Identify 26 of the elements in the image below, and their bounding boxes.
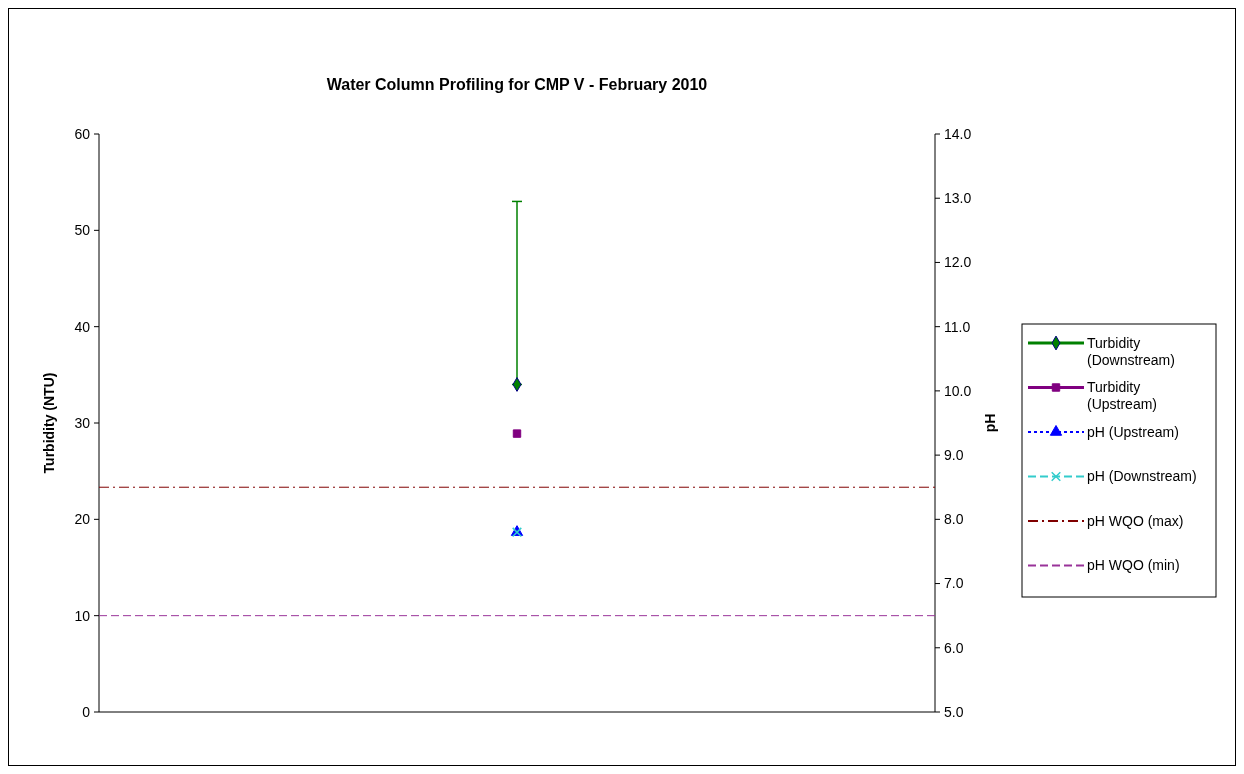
y2-axis-title: pH xyxy=(982,413,998,433)
y2-tick-label: 9.0 xyxy=(944,447,964,464)
y2-tick-label: 6.0 xyxy=(944,639,964,656)
legend-label: pH WQO (max) xyxy=(1087,512,1184,529)
y2-tick-label: 13.0 xyxy=(944,190,972,207)
y2-tick-label: 8.0 xyxy=(944,511,964,528)
y2-tick-label: 12.0 xyxy=(944,254,972,271)
y2-tick-label: 10.0 xyxy=(944,382,972,399)
y-tick-label: 50 xyxy=(74,222,91,239)
y-tick-label: 10 xyxy=(74,607,91,624)
y-tick-label: 60 xyxy=(74,125,91,142)
y-tick-label: 20 xyxy=(74,511,91,528)
y-tick-label: 30 xyxy=(74,414,91,431)
chart-title: Water Column Profiling for CMP V - February 2010 xyxy=(326,76,708,93)
legend-label: pH WQO (min) xyxy=(1087,557,1180,574)
y2-tick-label: 5.0 xyxy=(944,703,964,720)
legend-label: pH (Downstream) xyxy=(1087,468,1197,485)
y2-tick-label: 11.0 xyxy=(944,318,971,335)
legend-label: pH (Upstream) xyxy=(1087,423,1179,440)
y-axis-title: Turbidity (NTU) xyxy=(41,372,57,474)
y-tick-label: 0 xyxy=(82,703,91,720)
legend-label: Turbidity (Upstream) xyxy=(1087,379,1158,413)
y-tick-label: 40 xyxy=(74,318,91,335)
y2-tick-label: 7.0 xyxy=(944,575,964,592)
y2-tick-label: 14.0 xyxy=(944,125,972,142)
legend-label: Turbidity (Downstream) xyxy=(1087,334,1175,368)
